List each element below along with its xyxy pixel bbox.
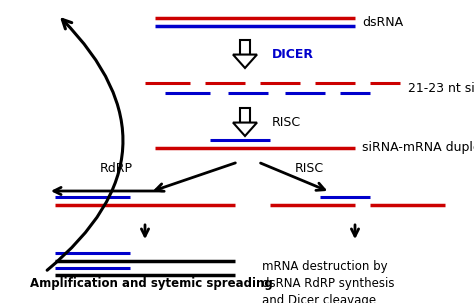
Text: DICER: DICER	[272, 48, 314, 62]
Text: Amplification and sytemic spreading: Amplification and sytemic spreading	[30, 277, 273, 289]
Text: RISC: RISC	[272, 116, 301, 129]
Text: mRNA destruction by
dsRNA RdRP synthesis
and Dicer cleavage: mRNA destruction by dsRNA RdRP synthesis…	[262, 260, 394, 303]
Text: RISC: RISC	[295, 161, 324, 175]
Text: dsRNA: dsRNA	[362, 15, 403, 28]
Polygon shape	[233, 55, 257, 68]
Polygon shape	[233, 122, 257, 136]
Text: 21-23 nt siRNA: 21-23 nt siRNA	[408, 82, 474, 95]
Bar	[240, 40, 249, 55]
Text: siRNA-mRNA duplex: siRNA-mRNA duplex	[362, 142, 474, 155]
Bar	[240, 108, 249, 122]
Text: RdRP: RdRP	[100, 161, 133, 175]
